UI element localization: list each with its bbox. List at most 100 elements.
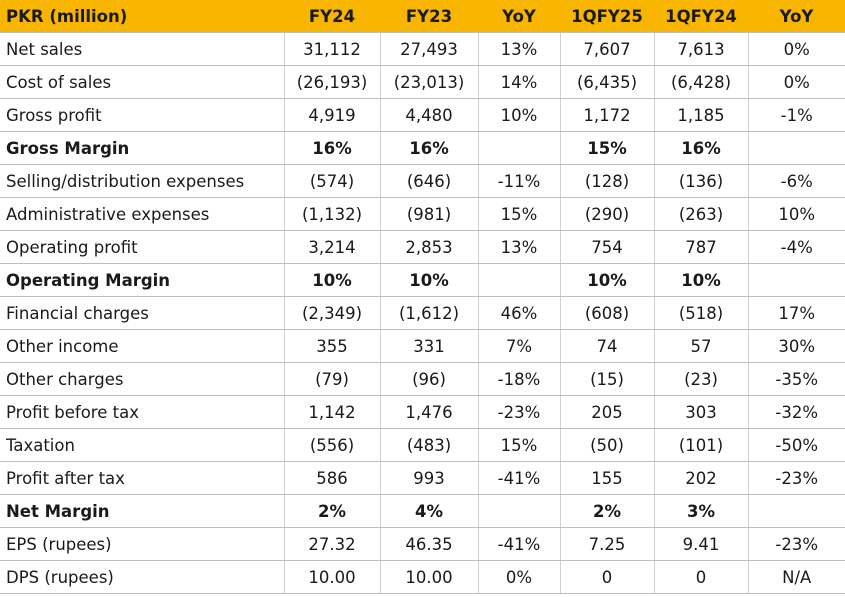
cell-value: 10%: [560, 263, 655, 297]
row-label: Taxation: [0, 428, 285, 462]
cell-value: -1%: [748, 98, 845, 132]
cell-value: 7.25: [560, 527, 655, 561]
cell-value: 27,493: [380, 32, 479, 66]
cell-value: 10%: [654, 263, 749, 297]
cell-value: 2%: [560, 494, 655, 528]
cell-value: -35%: [748, 362, 845, 396]
cell-value: 3,214: [284, 230, 381, 264]
cell-value: -6%: [748, 164, 845, 198]
cell-value: 30%: [748, 329, 845, 363]
cell-value: 4,919: [284, 98, 381, 132]
cell-value: (2,349): [284, 296, 381, 330]
cell-value: 754: [560, 230, 655, 264]
cell-value: (263): [654, 197, 749, 231]
cell-value: 16%: [654, 131, 749, 165]
row-label: Operating profit: [0, 230, 285, 264]
cell-value: -41%: [478, 461, 561, 495]
cell-value: [748, 131, 845, 165]
header-fy23: FY23: [380, 0, 478, 33]
cell-value: (136): [654, 164, 749, 198]
cell-value: (518): [654, 296, 749, 330]
cell-value: 15%: [560, 131, 655, 165]
cell-value: 13%: [478, 32, 561, 66]
row-label: EPS (rupees): [0, 527, 285, 561]
cell-value: 1,185: [654, 98, 749, 132]
row-label: Operating Margin: [0, 263, 285, 297]
table-row: Other charges (79) (96) -18% (15) (23) -35%: [0, 362, 845, 396]
cell-value: (50): [560, 428, 655, 462]
header-yoy-annual: YoY: [478, 0, 560, 33]
cell-value: (6,428): [654, 65, 749, 99]
table-row: Administrative expenses (1,132) (981) 15% (2…: [0, 197, 845, 231]
row-label: Profit after tax: [0, 461, 285, 495]
table-row: Profit after tax 586 993 -41% 155 202 -23%: [0, 461, 845, 495]
table-row: Selling/distribution expenses (574) (646) -…: [0, 164, 845, 198]
cell-value: -23%: [748, 461, 845, 495]
cell-value: -41%: [478, 527, 561, 561]
cell-value: (79): [284, 362, 381, 396]
cell-value: 7,613: [654, 32, 749, 66]
cell-value: (23): [654, 362, 749, 396]
cell-value: 0%: [748, 65, 845, 99]
cell-value: -32%: [748, 395, 845, 429]
table-row: Other income 355 331 7% 74 57 30%: [0, 329, 845, 363]
cell-value: 303: [654, 395, 749, 429]
cell-value: 14%: [478, 65, 561, 99]
cell-value: (128): [560, 164, 655, 198]
cell-value: 10%: [478, 98, 561, 132]
cell-value: [478, 131, 561, 165]
cell-value: -18%: [478, 362, 561, 396]
table-row: Operating Margin 10% 10% 10% 10%: [0, 263, 845, 297]
table-row: Gross Margin 16% 16% 15% 16%: [0, 131, 845, 165]
cell-value: 202: [654, 461, 749, 495]
row-label: Other charges: [0, 362, 285, 396]
row-label: Other income: [0, 329, 285, 363]
table-row: Cost of sales (26,193) (23,013) 14% (6,435)(…: [0, 65, 845, 99]
cell-value: 16%: [284, 131, 381, 165]
cell-value: -11%: [478, 164, 561, 198]
cell-value: (101): [654, 428, 749, 462]
cell-value: 1,476: [380, 395, 479, 429]
cell-value: 31,112: [284, 32, 381, 66]
table-row: Net Margin 2% 4% 2% 3%: [0, 494, 845, 528]
cell-value: 57: [654, 329, 749, 363]
cell-value: (96): [380, 362, 479, 396]
cell-value: 27.32: [284, 527, 381, 561]
row-label: DPS (rupees): [0, 560, 285, 594]
header-row: PKR (million) FY24 FY23 YoY 1QFY25 1QFY2…: [0, 0, 845, 33]
cell-value: (290): [560, 197, 655, 231]
cell-value: 355: [284, 329, 381, 363]
cell-value: 17%: [748, 296, 845, 330]
table-row: Operating profit 3,214 2,853 13% 754 787 -4%: [0, 230, 845, 264]
row-label: Administrative expenses: [0, 197, 285, 231]
cell-value: 331: [380, 329, 479, 363]
cell-value: 10%: [748, 197, 845, 231]
cell-value: 7%: [478, 329, 561, 363]
row-label: Profit before tax: [0, 395, 285, 429]
cell-value: (23,013): [380, 65, 479, 99]
row-label: Financial charges: [0, 296, 285, 330]
row-label: Gross profit: [0, 98, 285, 132]
cell-value: 0%: [478, 560, 561, 594]
cell-value: 74: [560, 329, 655, 363]
cell-value: 46.35: [380, 527, 479, 561]
header-1qfy25: 1QFY25: [560, 0, 654, 33]
cell-value: -23%: [748, 527, 845, 561]
row-label: Net sales: [0, 32, 285, 66]
header-fy24: FY24: [284, 0, 380, 33]
cell-value: 205: [560, 395, 655, 429]
cell-value: 15%: [478, 197, 561, 231]
cell-value: (6,435): [560, 65, 655, 99]
table-row: Gross profit 4,919 4,480 10% 1,172 1,185 -1%: [0, 98, 845, 132]
cell-value: 10%: [284, 263, 381, 297]
cell-value: 0: [654, 560, 749, 594]
cell-value: [748, 263, 845, 297]
cell-value: -4%: [748, 230, 845, 264]
row-label: Gross Margin: [0, 131, 285, 165]
cell-value: (15): [560, 362, 655, 396]
cell-value: 4%: [380, 494, 479, 528]
cell-value: 993: [380, 461, 479, 495]
cell-value: 9.41: [654, 527, 749, 561]
cell-value: (1,132): [284, 197, 381, 231]
cell-value: [478, 263, 561, 297]
